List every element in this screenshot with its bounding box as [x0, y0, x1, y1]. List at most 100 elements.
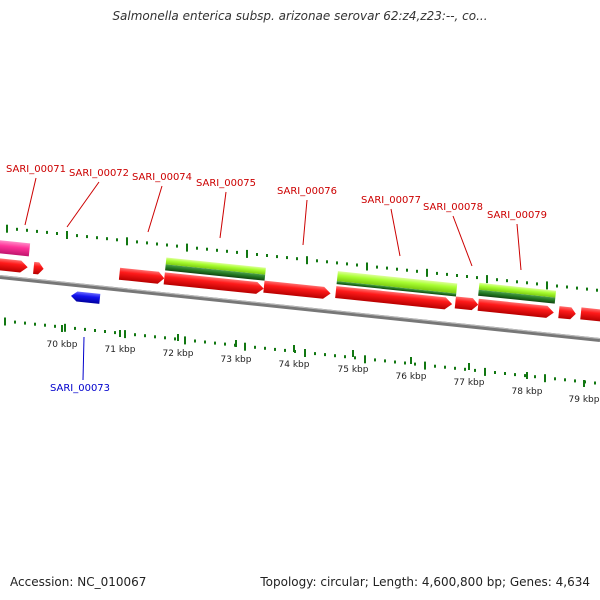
track-major-tick — [306, 256, 308, 265]
gene-arrow-forward[interactable] — [558, 306, 576, 320]
scale-tick — [61, 325, 63, 332]
gene-label[interactable]: SARI_00072 — [69, 168, 129, 179]
track-minor-tick — [46, 230, 48, 234]
scale-label: 76 kbp — [396, 372, 427, 382]
gene-label[interactable]: SARI_00074 — [132, 172, 192, 183]
track-minor-tick — [594, 381, 596, 385]
track-major-tick — [484, 367, 486, 376]
track-minor-tick — [346, 262, 348, 266]
track-minor-tick — [414, 362, 416, 366]
genome-backbone-highlight — [0, 275, 600, 340]
track-major-tick — [66, 231, 68, 239]
track-minor-tick — [74, 326, 76, 330]
scale-tick — [468, 363, 470, 370]
track-minor-tick — [516, 280, 518, 284]
scale-label: 77 kbp — [454, 378, 485, 388]
track-major-tick — [544, 374, 546, 383]
track-major-tick — [64, 323, 66, 332]
track-minor-tick — [536, 282, 538, 286]
track-minor-tick — [174, 337, 176, 341]
track-minor-tick — [494, 371, 496, 374]
track-minor-tick — [156, 242, 158, 246]
track-minor-tick — [274, 347, 276, 351]
cds-band-dark[interactable] — [165, 264, 266, 281]
gene-arrow-forward[interactable] — [335, 286, 453, 310]
track-minor-tick — [456, 274, 458, 277]
track-minor-tick — [164, 336, 166, 340]
label-callout-line — [516, 223, 522, 271]
gene-arrow-forward[interactable] — [0, 255, 28, 274]
track-major-tick — [6, 224, 8, 233]
track-minor-tick — [376, 265, 378, 269]
cds-band-light[interactable] — [478, 282, 557, 298]
label-callout-line — [66, 181, 100, 228]
gene-arrow-forward[interactable] — [263, 280, 331, 300]
scale-label: 70 kbp — [47, 340, 78, 350]
track-major-tick — [246, 249, 248, 258]
track-major-tick — [304, 349, 306, 357]
track-minor-tick — [454, 366, 456, 370]
track-minor-tick — [154, 335, 156, 339]
label-callout-line — [302, 199, 308, 246]
track-minor-tick — [586, 287, 588, 291]
track-minor-tick — [316, 259, 318, 263]
track-minor-tick — [36, 229, 38, 233]
track-minor-tick — [264, 346, 266, 350]
track-minor-tick — [466, 275, 468, 278]
gene-arrow-forward[interactable] — [580, 307, 600, 323]
track-minor-tick — [216, 248, 218, 252]
track-minor-tick — [314, 352, 316, 356]
scale-tick — [352, 350, 354, 357]
track-major-tick — [244, 342, 246, 351]
cds-band-light[interactable] — [165, 257, 266, 275]
gene-label[interactable]: SARI_00071 — [6, 164, 66, 175]
track-minor-tick — [176, 244, 178, 248]
gene-label[interactable]: SARI_00078 — [423, 202, 483, 213]
track-minor-tick — [34, 322, 36, 326]
track-minor-tick — [524, 374, 526, 378]
track-minor-tick — [514, 373, 516, 377]
gene-arrow-forward[interactable] — [118, 267, 165, 285]
gene-arrow-forward[interactable] — [163, 272, 265, 294]
cds-band-dark[interactable] — [478, 289, 556, 304]
track-minor-tick — [526, 281, 528, 285]
gene-label[interactable]: SARI_00077 — [361, 195, 421, 206]
track-minor-tick — [206, 247, 208, 251]
gene-label[interactable]: SARI_00073 — [50, 383, 110, 394]
gene-label[interactable]: SARI_00075 — [196, 178, 256, 189]
cds-band-light[interactable] — [336, 271, 458, 294]
accession-label: Accession: NC_010067 — [10, 575, 147, 589]
track-minor-tick — [86, 235, 88, 239]
track-minor-tick — [134, 333, 136, 337]
topology-summary: Topology: circular; Length: 4,600,800 bp… — [260, 575, 590, 589]
gene-feature-pink[interactable] — [0, 237, 31, 257]
track-minor-tick — [324, 353, 326, 357]
gene-label[interactable]: SARI_00079 — [487, 210, 547, 221]
track-major-tick — [4, 317, 6, 326]
track-minor-tick — [446, 272, 448, 276]
track-minor-tick — [574, 379, 576, 383]
cds-band-dark[interactable] — [336, 281, 457, 297]
gene-label[interactable]: SARI_00076 — [277, 186, 337, 197]
track-minor-tick — [326, 260, 328, 264]
gene-arrow-forward[interactable] — [477, 298, 555, 319]
scale-tick — [583, 380, 585, 387]
scale-tick — [235, 340, 237, 347]
track-minor-tick — [14, 320, 16, 324]
track-major-tick — [364, 355, 366, 364]
track-minor-tick — [266, 254, 268, 257]
track-minor-tick — [136, 240, 138, 244]
gene-arrow-reverse[interactable] — [70, 291, 101, 304]
map-title: Salmonella enterica subsp. arizonae sero… — [112, 9, 488, 23]
label-callout-line — [147, 185, 163, 233]
track-minor-tick — [26, 228, 28, 232]
track-major-tick — [184, 336, 186, 345]
track-minor-tick — [356, 263, 358, 267]
track-major-tick — [546, 281, 548, 290]
track-minor-tick — [386, 266, 388, 270]
gene-arrow-forward[interactable] — [454, 296, 479, 311]
label-callout-line — [82, 336, 85, 381]
track-minor-tick — [76, 234, 78, 238]
gene-arrow-forward[interactable] — [33, 261, 44, 275]
scale-label: 73 kbp — [221, 355, 252, 365]
